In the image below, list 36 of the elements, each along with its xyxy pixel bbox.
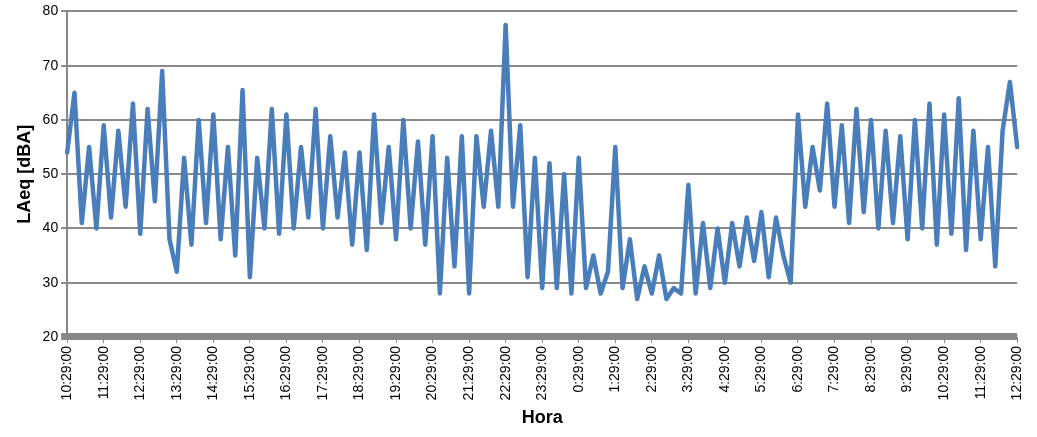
- x-tick-label: 21:29:00: [459, 345, 476, 401]
- x-tick-label: 15:29:00: [240, 345, 257, 401]
- y-tick-label: 80: [42, 2, 59, 19]
- x-tick-label: 13:29:00: [167, 345, 184, 401]
- x-tick-label: 8:29:00: [861, 345, 878, 393]
- x-tick-label: 2:29:00: [642, 345, 659, 393]
- x-tick-label: 19:29:00: [386, 345, 403, 401]
- x-tick-label: 4:29:00: [715, 345, 732, 393]
- x-tick-label: 3:29:00: [679, 345, 696, 393]
- x-tick-label: 11:29:00: [971, 345, 988, 400]
- x-tick-label: 10:29:00: [58, 345, 75, 401]
- x-tick-label: 0:29:00: [569, 345, 586, 393]
- y-tick-label: 70: [42, 56, 59, 73]
- x-tick-label: 22:29:00: [496, 345, 513, 401]
- x-axis-title: Hora: [521, 407, 564, 428]
- y-tick-label: 50: [42, 165, 59, 182]
- x-tick-label: 18:29:00: [350, 345, 367, 401]
- y-tick-label: 20: [42, 327, 59, 344]
- x-tick-label: 9:29:00: [898, 345, 915, 393]
- x-tick-label: 11:29:00: [94, 345, 111, 400]
- x-tick-label: 17:29:00: [313, 345, 330, 401]
- x-tick-label: 14:29:00: [204, 345, 221, 401]
- x-tick-label: 23:29:00: [533, 345, 550, 401]
- y-tick-label: 30: [42, 273, 59, 290]
- x-tick-label: 5:29:00: [752, 345, 769, 393]
- x-tick-label: 20:29:00: [423, 345, 440, 401]
- y-axis-title: LAeq [dBA]: [13, 124, 34, 224]
- x-tick-label: 12:29:00: [131, 345, 148, 401]
- x-tick-label: 6:29:00: [788, 345, 805, 393]
- x-tick-label: 1:29:00: [606, 345, 623, 393]
- x-tick-label: 10:29:00: [934, 345, 951, 401]
- x-tick-label: 16:29:00: [277, 345, 294, 401]
- y-tick-label: 60: [42, 110, 59, 127]
- y-tick-label: 40: [42, 219, 59, 236]
- x-tick-label: 7:29:00: [825, 345, 842, 393]
- x-tick-label: 12:29:00: [1008, 345, 1025, 401]
